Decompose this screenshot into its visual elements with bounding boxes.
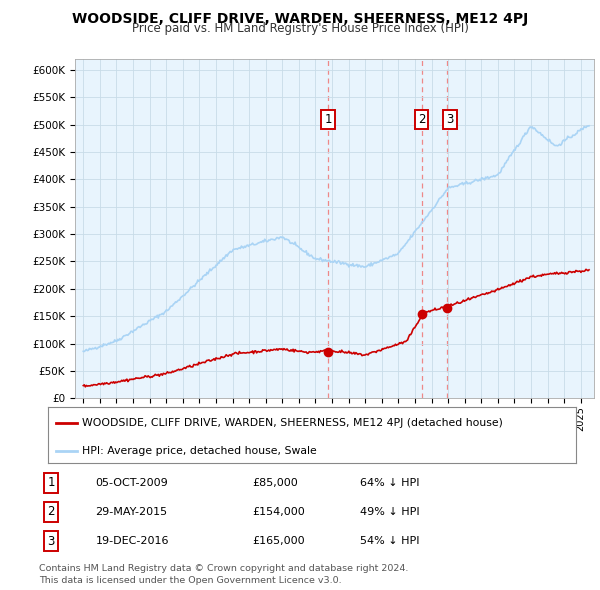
- Text: 3: 3: [47, 535, 55, 548]
- Text: 2: 2: [418, 113, 425, 126]
- Text: WOODSIDE, CLIFF DRIVE, WARDEN, SHEERNESS, ME12 4PJ (detached house): WOODSIDE, CLIFF DRIVE, WARDEN, SHEERNESS…: [82, 418, 503, 428]
- Text: HPI: Average price, detached house, Swale: HPI: Average price, detached house, Swal…: [82, 446, 317, 456]
- Text: WOODSIDE, CLIFF DRIVE, WARDEN, SHEERNESS, ME12 4PJ: WOODSIDE, CLIFF DRIVE, WARDEN, SHEERNESS…: [72, 12, 528, 26]
- Text: Price paid vs. HM Land Registry's House Price Index (HPI): Price paid vs. HM Land Registry's House …: [131, 22, 469, 35]
- Text: 64% ↓ HPI: 64% ↓ HPI: [360, 477, 419, 487]
- Text: 1: 1: [324, 113, 332, 126]
- Text: 05-OCT-2009: 05-OCT-2009: [95, 477, 168, 487]
- Text: 54% ↓ HPI: 54% ↓ HPI: [360, 536, 419, 546]
- Text: 19-DEC-2016: 19-DEC-2016: [95, 536, 169, 546]
- Text: £165,000: £165,000: [252, 536, 305, 546]
- Text: 2: 2: [47, 505, 55, 519]
- Text: £85,000: £85,000: [252, 477, 298, 487]
- Text: 29-MAY-2015: 29-MAY-2015: [95, 507, 167, 517]
- Text: This data is licensed under the Open Government Licence v3.0.: This data is licensed under the Open Gov…: [39, 576, 341, 585]
- Text: Contains HM Land Registry data © Crown copyright and database right 2024.: Contains HM Land Registry data © Crown c…: [39, 564, 409, 573]
- Text: 49% ↓ HPI: 49% ↓ HPI: [360, 507, 419, 517]
- Text: 1: 1: [47, 476, 55, 489]
- Text: £154,000: £154,000: [252, 507, 305, 517]
- Text: 3: 3: [446, 113, 454, 126]
